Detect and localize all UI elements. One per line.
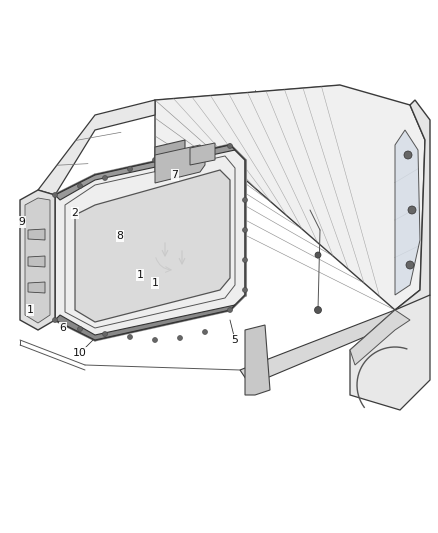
Polygon shape: [245, 325, 270, 395]
Polygon shape: [20, 190, 55, 330]
Text: 1: 1: [27, 305, 33, 315]
Circle shape: [152, 157, 158, 163]
Polygon shape: [28, 229, 45, 240]
Polygon shape: [155, 85, 425, 310]
Polygon shape: [155, 140, 185, 172]
Polygon shape: [75, 170, 230, 322]
Circle shape: [177, 149, 183, 155]
Polygon shape: [20, 85, 425, 370]
Text: 1: 1: [152, 278, 159, 288]
Polygon shape: [28, 282, 45, 293]
Text: 5: 5: [232, 335, 238, 345]
Circle shape: [227, 143, 233, 149]
Polygon shape: [55, 145, 245, 340]
Circle shape: [177, 335, 183, 341]
Polygon shape: [395, 100, 430, 320]
Text: 9: 9: [18, 217, 25, 227]
Circle shape: [78, 327, 82, 332]
Polygon shape: [38, 100, 155, 195]
Circle shape: [127, 335, 133, 340]
Circle shape: [53, 192, 57, 198]
Polygon shape: [395, 130, 420, 295]
Polygon shape: [28, 256, 45, 267]
Circle shape: [243, 287, 247, 293]
Circle shape: [102, 332, 107, 336]
Polygon shape: [240, 310, 405, 385]
Text: 7: 7: [172, 170, 178, 180]
Circle shape: [202, 329, 208, 335]
Text: 1: 1: [137, 270, 143, 280]
Circle shape: [152, 337, 158, 343]
Circle shape: [227, 308, 233, 312]
Polygon shape: [55, 305, 235, 340]
Circle shape: [315, 252, 321, 258]
Polygon shape: [190, 143, 215, 165]
Circle shape: [202, 147, 208, 151]
Circle shape: [78, 183, 82, 189]
Text: 2: 2: [71, 208, 78, 218]
Polygon shape: [5, 55, 435, 420]
Circle shape: [102, 175, 107, 181]
Circle shape: [404, 151, 412, 159]
Circle shape: [408, 206, 416, 214]
Circle shape: [127, 166, 133, 172]
Polygon shape: [55, 145, 235, 200]
Circle shape: [243, 257, 247, 262]
Text: 6: 6: [60, 323, 67, 333]
Polygon shape: [350, 310, 410, 365]
Polygon shape: [25, 198, 50, 323]
Text: 10: 10: [73, 348, 87, 358]
Circle shape: [53, 318, 57, 322]
Circle shape: [243, 228, 247, 232]
Polygon shape: [155, 145, 205, 183]
Polygon shape: [350, 295, 430, 410]
Circle shape: [406, 261, 414, 269]
Circle shape: [314, 306, 321, 313]
Circle shape: [243, 198, 247, 203]
Text: 8: 8: [117, 231, 124, 241]
